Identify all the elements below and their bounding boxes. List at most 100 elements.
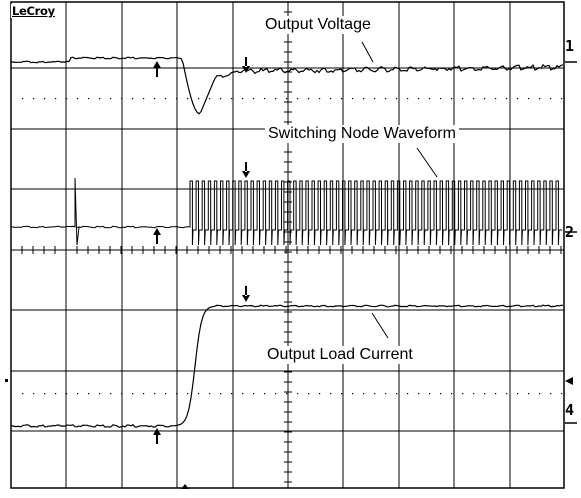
grid-dot <box>429 393 431 395</box>
grid-dot <box>528 98 530 100</box>
grid-dot <box>176 98 178 100</box>
grid-dot <box>517 393 519 395</box>
grid-dot <box>264 98 266 100</box>
grid-dot <box>495 393 497 395</box>
grid-dot <box>440 98 442 100</box>
waveform-traces <box>10 41 564 428</box>
grid-dot <box>253 98 255 100</box>
grid-dot <box>286 98 288 100</box>
grid-dot <box>330 98 332 100</box>
grid-dot <box>275 98 277 100</box>
grid-dot <box>341 98 343 100</box>
load-current-callout <box>371 312 389 339</box>
grid-dot <box>297 98 299 100</box>
grid-dot <box>165 98 167 100</box>
trigger-level-right-icon <box>565 377 573 385</box>
grid-dot <box>187 98 189 100</box>
grid-dot <box>44 98 46 100</box>
grid-dot <box>539 393 541 395</box>
arrow-up-icon <box>153 428 161 444</box>
grid-dot <box>231 393 233 395</box>
grid-dot <box>308 393 310 395</box>
grid-dot <box>286 393 288 395</box>
grid-dot <box>319 393 321 395</box>
grid-dot <box>33 393 35 395</box>
arrow-down-icon <box>242 57 250 73</box>
grid-dot <box>374 98 376 100</box>
grid-dot <box>22 98 24 100</box>
grid-dot <box>561 393 563 395</box>
grid-dot <box>418 98 420 100</box>
grid-dot <box>66 393 68 395</box>
grid-dot <box>132 393 134 395</box>
grid-dot <box>121 393 123 395</box>
load-current-label: Output Load Current <box>264 346 416 364</box>
load-current-trace <box>10 304 564 428</box>
switching-node-trace <box>10 177 563 246</box>
grid-dot <box>297 393 299 395</box>
grid-dot <box>363 98 365 100</box>
arrow-down-icon <box>242 286 250 302</box>
grid-dot <box>484 393 486 395</box>
trigger-position-icon <box>181 484 189 489</box>
grid-dot <box>264 393 266 395</box>
grid-dot <box>165 393 167 395</box>
grid-dot <box>242 393 244 395</box>
grid-dot <box>484 98 486 100</box>
grid-dot <box>242 98 244 100</box>
switching-node-label: Switching Node Waveform <box>265 125 459 143</box>
grid-dot <box>374 393 376 395</box>
grid-dot <box>528 393 530 395</box>
grid-dot <box>66 98 68 100</box>
grid-dot <box>99 98 101 100</box>
grid-dot <box>55 98 57 100</box>
grid-dot <box>330 393 332 395</box>
grid-dot <box>341 393 343 395</box>
channel-2-label: 2 <box>565 223 575 241</box>
grid-dot <box>506 98 508 100</box>
grid-dot <box>418 393 420 395</box>
grid-dot <box>220 393 222 395</box>
grid-dot <box>517 98 519 100</box>
grid-dot <box>88 98 90 100</box>
grid-dot <box>429 98 431 100</box>
grid-dot <box>385 393 387 395</box>
grid-dot <box>77 98 79 100</box>
grid-dot <box>396 393 398 395</box>
channel-1-label: 1 <box>565 37 575 55</box>
trigger-level-left-icon <box>5 379 8 382</box>
grid-dot <box>539 98 541 100</box>
grid-dot <box>99 393 101 395</box>
grid-dot <box>561 98 563 100</box>
arrow-down-icon <box>242 162 250 178</box>
grid-dot <box>231 98 233 100</box>
arrow-up-icon <box>153 61 161 77</box>
grid-dot <box>308 98 310 100</box>
grid-dot <box>88 393 90 395</box>
grid-dot <box>352 98 354 100</box>
grid-dot <box>154 98 156 100</box>
grid-dot <box>143 393 145 395</box>
switching-node-callout <box>416 147 438 178</box>
grid-dot <box>143 98 145 100</box>
grid-dot <box>275 393 277 395</box>
output-voltage-trace <box>10 56 564 115</box>
arrow-up-icon <box>153 228 161 244</box>
grid-dot <box>187 393 189 395</box>
grid-dot <box>407 98 409 100</box>
grid-dot <box>154 393 156 395</box>
grid-dot <box>198 98 200 100</box>
output-voltage-callout <box>361 41 374 63</box>
grid-dot <box>495 98 497 100</box>
channel-4-label: 4 <box>565 401 575 419</box>
grid-dot <box>385 98 387 100</box>
grid-dot <box>44 393 46 395</box>
grid-dot <box>77 393 79 395</box>
grid-dot <box>209 393 211 395</box>
grid-dot <box>110 98 112 100</box>
grid-dot <box>132 98 134 100</box>
grid-dot <box>451 98 453 100</box>
grid-dot <box>198 393 200 395</box>
brand-logo: LeCroy <box>11 4 56 18</box>
